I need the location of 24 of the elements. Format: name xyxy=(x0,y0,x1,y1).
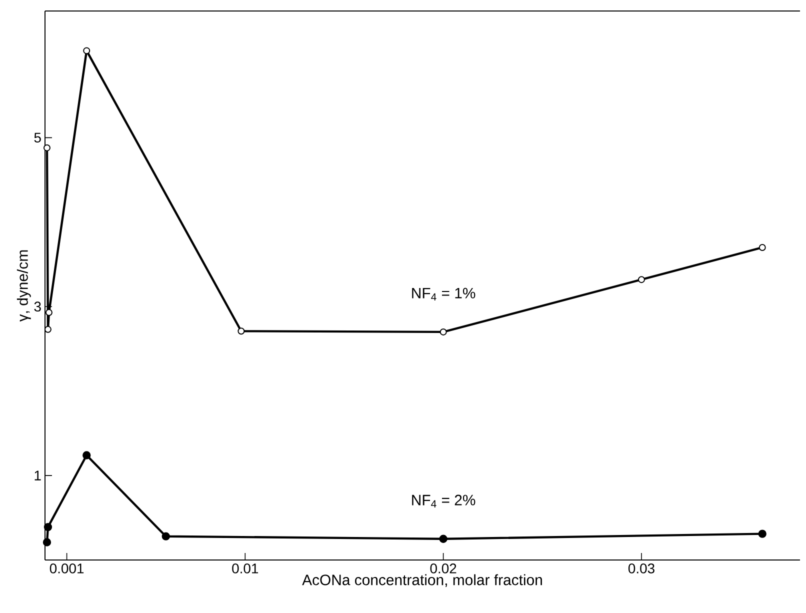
y-axis-title: γ, dyne/cm xyxy=(16,250,31,322)
x-axis-title: AcONa concentration, molar fraction xyxy=(302,574,542,587)
point xyxy=(758,244,766,251)
x-tick-label: 0.03 xyxy=(628,564,654,574)
point xyxy=(45,309,52,316)
y-tick-label: 3 xyxy=(34,302,41,312)
x-tick-label: 0.02 xyxy=(430,564,456,574)
point xyxy=(238,328,245,335)
point xyxy=(83,47,90,54)
point xyxy=(42,538,52,546)
y-tick-label: 1 xyxy=(34,470,41,480)
point xyxy=(440,328,447,336)
point xyxy=(162,532,170,540)
point xyxy=(638,276,645,284)
point xyxy=(758,530,766,538)
point xyxy=(44,522,52,532)
series-label: NF$_{4}$ = 1% xyxy=(412,288,476,301)
point xyxy=(82,451,91,460)
x-tick-label: 0.001 xyxy=(50,564,84,574)
y-tick-label: 5 xyxy=(34,132,41,143)
text: NF$_{4}$ = 2% xyxy=(412,494,476,508)
x-tick-label: 0.01 xyxy=(232,564,258,574)
point xyxy=(439,534,448,543)
point xyxy=(43,144,50,152)
